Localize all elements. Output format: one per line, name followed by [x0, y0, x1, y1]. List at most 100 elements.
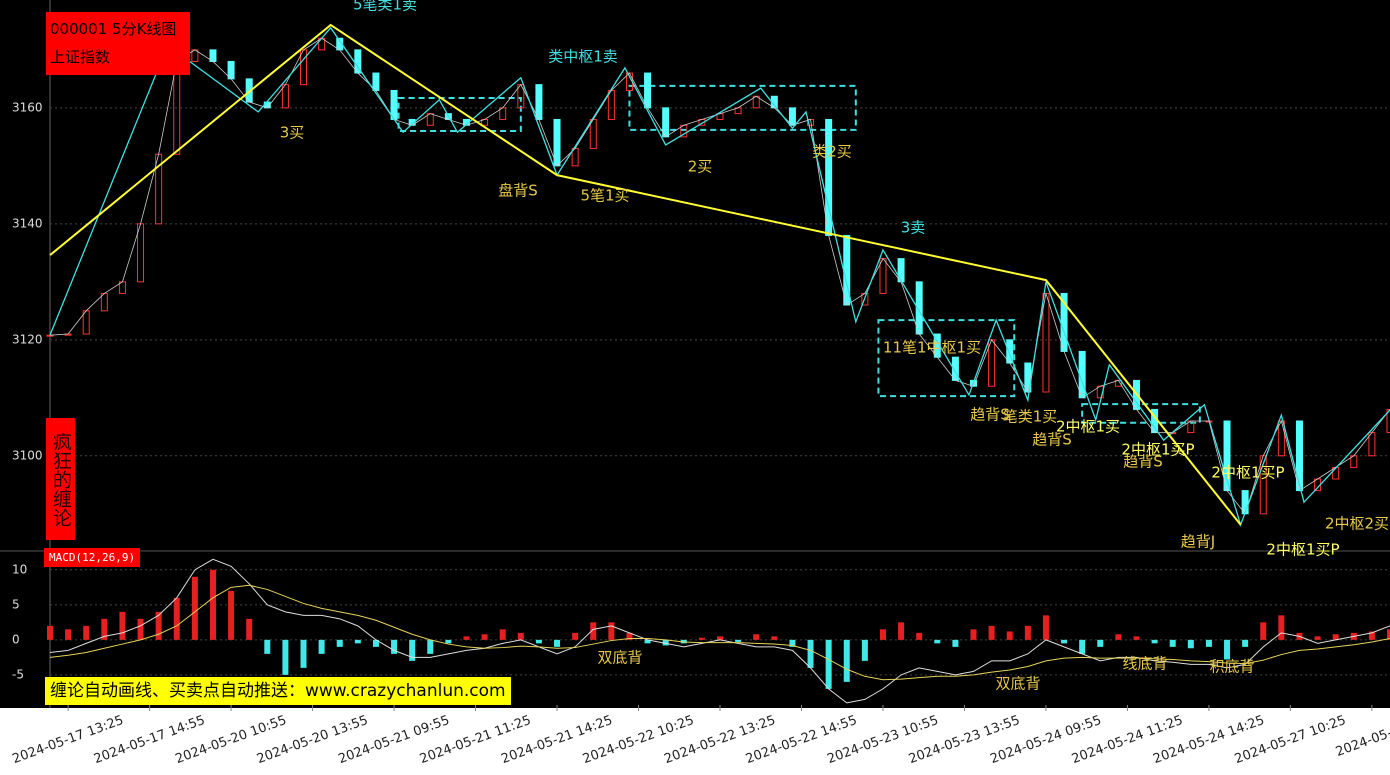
- annotation: 2中枢2买: [1325, 515, 1389, 533]
- macd-bar: [1187, 639, 1194, 649]
- macd-bar: [825, 639, 832, 689]
- macd-bar: [209, 569, 216, 640]
- macd-bar: [626, 632, 633, 640]
- y-tick-label: 5: [12, 597, 20, 611]
- macd-bar: [481, 634, 488, 640]
- y-tick-label: 3160: [12, 100, 43, 114]
- macd-bar: [1006, 631, 1013, 640]
- macd-bar: [572, 632, 579, 640]
- macd-bar: [698, 637, 705, 640]
- macd-bar: [1151, 639, 1158, 644]
- macd-bar: [1314, 636, 1321, 640]
- macd-bar: [173, 597, 180, 640]
- segment-line: [49, 23, 1242, 526]
- chart-title: 000001 5分K线图: [50, 20, 177, 38]
- candle: [662, 107, 670, 138]
- macd-bar: [1061, 639, 1068, 644]
- macd-bar: [771, 636, 778, 640]
- macd-bar: [970, 629, 977, 640]
- macd-bar: [934, 639, 941, 644]
- macd-bar: [1042, 615, 1049, 640]
- annotation: 趋背S: [1123, 453, 1163, 471]
- macd-bar: [354, 639, 361, 644]
- macd-bar: [427, 639, 434, 654]
- macd-bar: [662, 639, 669, 646]
- macd-bar: [861, 639, 868, 661]
- macd-bar: [300, 639, 307, 668]
- macd-bar: [988, 625, 995, 640]
- footnote: 缠论自动画线、买卖点自动推送：www.crazychanlun.com: [45, 677, 511, 705]
- macd-bar: [1169, 639, 1176, 647]
- macd-bar: [1260, 622, 1267, 640]
- annotation: 趋背S: [970, 406, 1010, 424]
- macd-bar: [608, 622, 615, 640]
- candle: [1241, 490, 1249, 515]
- candle: [788, 107, 796, 126]
- macd-line: [49, 584, 1390, 681]
- annotation: 盘背S: [498, 182, 538, 200]
- macd-bar: [1387, 629, 1390, 640]
- macd-title: MACD(12,26,9): [44, 548, 141, 567]
- macd-bar: [47, 625, 53, 640]
- macd-bar: [155, 611, 162, 640]
- zhongshu-box: [628, 84, 857, 131]
- annotation: 积底背: [1209, 658, 1254, 676]
- macd-bar: [463, 636, 470, 640]
- macd-bar: [789, 639, 796, 647]
- macd-line: [49, 558, 1390, 704]
- candle: [553, 118, 561, 167]
- annotation: 2中枢1买P: [1121, 441, 1194, 459]
- macd-bar: [517, 632, 524, 640]
- zhongshu-box: [877, 319, 1016, 398]
- macd-bar: [264, 639, 271, 654]
- candle: [644, 72, 652, 109]
- annotation: 3卖: [901, 219, 926, 237]
- macd-bar: [807, 639, 814, 668]
- annotation: 类2买: [812, 143, 852, 161]
- macd-bar: [1024, 625, 1031, 640]
- candle: [1386, 408, 1390, 434]
- macd-bar: [535, 639, 542, 644]
- macd-bar: [191, 576, 198, 640]
- bi-line: [49, 26, 1390, 527]
- zhongshu-box: [397, 97, 522, 133]
- macd-bar: [228, 590, 235, 640]
- annotation: 11笔1中枢1买: [883, 339, 981, 357]
- macd-bar: [1205, 639, 1212, 647]
- candle: [372, 72, 380, 91]
- macd-bar: [1097, 639, 1104, 647]
- macd-bar: [898, 622, 905, 640]
- macd-bar: [879, 629, 886, 640]
- candle: [535, 84, 543, 120]
- macd-bar: [336, 639, 343, 647]
- macd-bar: [246, 618, 253, 640]
- macd-bar: [952, 639, 959, 647]
- y-tick-label: 3100: [12, 448, 43, 462]
- candle: [227, 60, 235, 80]
- y-tick-label: 0: [12, 632, 20, 646]
- annotation: 5笔类1卖: [353, 0, 417, 14]
- macd-bar: [1242, 639, 1249, 647]
- annotation: 趋背J: [1181, 533, 1215, 551]
- macd-bar: [1079, 639, 1086, 654]
- macd-bar: [1332, 634, 1339, 640]
- y-tick-label: 3120: [12, 332, 43, 346]
- macd-bar: [409, 639, 416, 661]
- candle: [1295, 420, 1303, 492]
- annotation: 5笔1买: [580, 187, 629, 205]
- annotation: 2中枢1买P: [1211, 464, 1284, 482]
- macd-bar: [1133, 636, 1140, 640]
- background: [0, 0, 1390, 708]
- candle: [897, 258, 905, 283]
- macd-bar: [318, 639, 325, 654]
- annotation: 线底背: [1122, 655, 1167, 673]
- macd-bar: [753, 634, 760, 640]
- macd-bar: [1224, 639, 1231, 660]
- side-label: 疯狂的缠论: [46, 418, 75, 540]
- annotation: 类中枢1卖: [548, 48, 618, 66]
- annotation: 2中枢1买P: [1266, 541, 1339, 559]
- macd-bar: [1115, 634, 1122, 640]
- macd-bar: [137, 618, 144, 640]
